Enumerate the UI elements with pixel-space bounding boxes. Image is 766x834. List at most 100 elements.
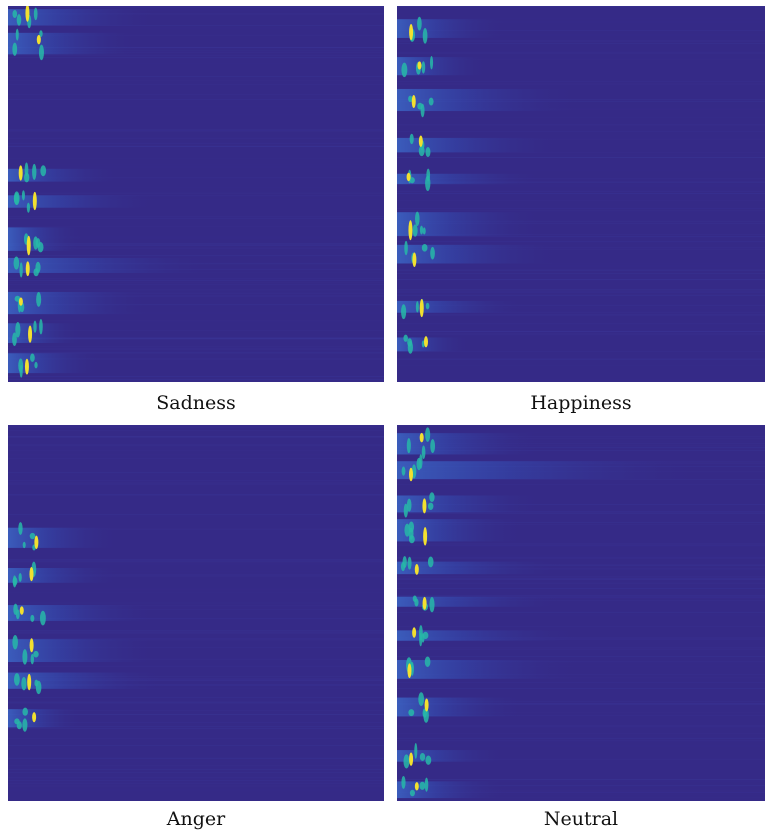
spectrogram <box>8 425 384 801</box>
hot-spot <box>25 163 29 177</box>
hot-spot <box>30 533 36 539</box>
hot-spot <box>30 353 35 362</box>
streak <box>397 461 710 479</box>
hot-spot <box>425 656 431 667</box>
streak <box>397 57 489 75</box>
hot-spot <box>22 190 25 200</box>
hot-spot <box>419 136 423 147</box>
hot-spot <box>32 712 36 722</box>
hot-spot <box>12 43 17 56</box>
hot-spot <box>34 536 38 549</box>
hot-spot <box>412 252 416 266</box>
hot-spot <box>33 236 38 249</box>
hot-spot <box>20 606 24 615</box>
hot-spot <box>415 212 420 226</box>
hot-spot <box>28 325 32 342</box>
hot-spot <box>20 365 23 378</box>
hot-spot <box>14 191 20 205</box>
hot-spot <box>423 227 426 234</box>
hot-spot <box>420 299 424 317</box>
hot-spot <box>21 677 26 690</box>
hot-spot <box>33 321 36 333</box>
hot-spot <box>17 14 22 26</box>
hot-spot <box>422 61 426 73</box>
hot-spot <box>401 776 405 789</box>
hot-spot <box>26 261 30 276</box>
streak <box>8 227 83 250</box>
hot-spot <box>19 573 22 582</box>
hot-spot <box>429 492 434 502</box>
hot-spot <box>38 242 44 252</box>
hot-spot <box>39 319 43 334</box>
hot-spot <box>404 504 408 518</box>
hot-spot <box>428 503 434 510</box>
hot-spot <box>425 756 431 765</box>
hot-spot <box>423 632 429 639</box>
hot-spot <box>30 638 34 652</box>
hot-spot <box>407 438 411 453</box>
hot-spot <box>423 527 427 545</box>
hot-spot <box>22 708 28 716</box>
hot-spot <box>14 673 20 686</box>
hot-spot <box>401 562 405 571</box>
hot-spot <box>430 439 435 453</box>
hot-spot <box>417 458 422 470</box>
hot-spot <box>39 45 44 61</box>
hot-spot <box>19 298 23 306</box>
hot-spot <box>425 427 430 441</box>
spectrogram <box>397 425 765 801</box>
hot-spot <box>425 778 429 792</box>
hot-spot <box>27 674 31 690</box>
hot-spot <box>419 782 425 790</box>
panel-caption: Anger <box>166 808 226 830</box>
hot-spot <box>417 103 423 110</box>
hot-spot <box>12 10 17 18</box>
hot-spot <box>412 95 416 108</box>
page-body: Sadness Happiness Anger Neutral (() => {… <box>0 0 766 834</box>
streak <box>397 89 581 111</box>
hot-spot <box>417 17 422 31</box>
hot-spot <box>33 192 37 210</box>
hot-spot <box>33 651 39 658</box>
streak <box>8 568 121 583</box>
streak <box>397 698 526 717</box>
hot-spot <box>12 635 18 649</box>
hot-spot <box>418 692 424 706</box>
hot-spot <box>32 164 36 180</box>
hot-spot <box>425 699 429 712</box>
hot-spot <box>19 165 23 180</box>
hot-spot <box>429 98 434 106</box>
hot-spot <box>27 203 30 213</box>
hot-spot <box>422 498 426 513</box>
hot-spot <box>25 5 29 22</box>
hot-spot <box>27 236 31 256</box>
streak <box>397 562 563 575</box>
hot-spot <box>404 241 408 255</box>
hot-spot <box>35 262 40 273</box>
hot-spot <box>428 556 434 567</box>
hot-spot <box>408 709 414 716</box>
hot-spot <box>40 611 46 626</box>
hot-spot <box>416 301 419 312</box>
hot-spot <box>402 467 406 476</box>
hot-spot <box>408 341 413 354</box>
hot-spot <box>417 61 421 69</box>
hot-spot <box>401 304 406 319</box>
hot-spot <box>409 468 413 481</box>
hot-spot <box>414 743 417 759</box>
panel-caption: Neutral <box>544 808 618 830</box>
hot-spot <box>430 247 435 260</box>
hot-spot <box>414 598 418 606</box>
panel-caption: Sadness <box>156 392 236 414</box>
panel-caption: Happiness <box>530 392 631 414</box>
hot-spot <box>422 445 426 459</box>
hot-spot <box>407 173 411 181</box>
hot-spot <box>37 35 41 45</box>
hot-spot <box>14 257 20 270</box>
streak <box>397 660 581 679</box>
hot-spot <box>34 362 37 368</box>
hot-spot <box>15 322 20 338</box>
hot-spot <box>30 615 34 622</box>
hot-spot <box>424 336 428 347</box>
streak <box>8 673 166 689</box>
